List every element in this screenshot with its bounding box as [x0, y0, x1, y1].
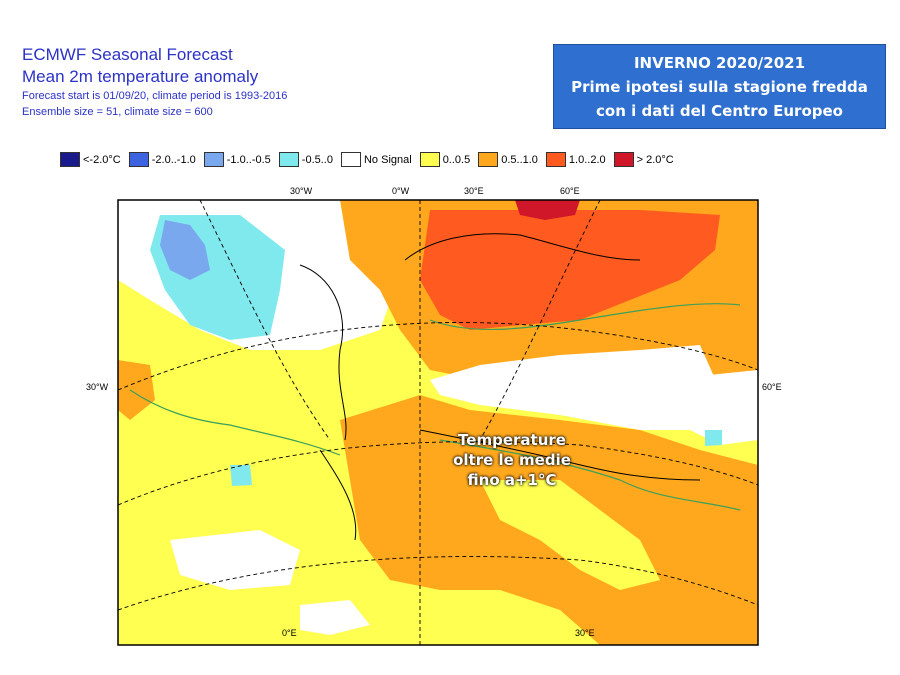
contour-line-north [429, 303, 741, 331]
legend: <-2.0°C -2.0..-1.0 -1.0..-0.5 -0.5..0 No… [60, 152, 682, 167]
legend-item-no-signal: No Signal [340, 152, 412, 167]
map-frame [117, 199, 759, 646]
coastline-west-europe [299, 264, 347, 441]
lon-label-right: 60°E [762, 382, 782, 392]
legend-item-0-05: 0..0.5 [419, 152, 470, 167]
legend-swatch [278, 152, 299, 167]
lon-label-top-left: 30°W [290, 186, 313, 196]
chart-header: ECMWF Seasonal Forecast Mean 2m temperat… [22, 44, 287, 120]
lon-label-top-mid-right: 30°E [464, 186, 484, 196]
grid-meridian-30w [199, 200, 331, 441]
no-signal-southwest-region [170, 530, 300, 590]
meta-line-1: Forecast start is 01/09/20, climate peri… [22, 90, 288, 102]
banner-box: INVERNO 2020/2021 Prime ipotesi sulla st… [553, 44, 886, 129]
coastline-scandinavia [404, 233, 641, 261]
cyan-spot-east-region [705, 430, 722, 446]
yellow-middle-east-region [480, 480, 660, 590]
legend-swatch [128, 152, 149, 167]
legend-item-05-1: 0.5..1.0 [478, 152, 538, 167]
meta-line-2: Ensemble size = 51, climate size = 600 [22, 106, 213, 118]
orange-west-region [118, 360, 155, 420]
legend-swatch [613, 152, 634, 167]
legend-item-minus1-minus05: -1.0..-0.5 [203, 152, 271, 167]
contour-line-west [129, 389, 341, 456]
legend-item-lt-minus2: <-2.0°C [60, 152, 121, 167]
lon-label-bottom-right: 30°E [575, 628, 595, 638]
no-signal-caspian-region [660, 370, 758, 445]
legend-swatch [203, 152, 224, 167]
legend-swatch [60, 152, 80, 167]
legend-swatch [478, 152, 499, 167]
anomaly-fills [118, 200, 758, 645]
cyan-spot-region [230, 465, 252, 486]
lon-label-left: 30°W [86, 382, 109, 392]
no-signal-south-region [300, 600, 370, 635]
anomaly-map [117, 199, 759, 646]
map-annotation: Temperature oltre le medie fino a+1°C [453, 431, 571, 489]
banner-line-2: Prime ipotesi sulla stagione fredda [571, 78, 868, 96]
lon-label-top-right: 60°E [560, 186, 580, 196]
banner-line-1: INVERNO 2020/2021 [633, 54, 806, 72]
legend-item-minus2-minus1: -2.0..-1.0 [128, 152, 196, 167]
legend-item-minus05-0: -0.5..0 [278, 152, 333, 167]
no-signal-east-region [430, 345, 720, 430]
legend-swatch [419, 152, 440, 167]
title-line-2: Mean 2m temperature anomaly [22, 67, 259, 86]
grid-parallel-north [118, 322, 758, 391]
lon-label-bottom-left: 0°E [282, 628, 297, 638]
grid-parallel-south [118, 556, 758, 611]
coastline-iberia [319, 449, 357, 541]
title-line-1: ECMWF Seasonal Forecast [22, 45, 233, 64]
contour-line-south [439, 439, 741, 511]
legend-item-1-2: 1.0..2.0 [545, 152, 606, 167]
grid-parallel-mid [118, 441, 758, 506]
lon-label-top-mid-left: 0°W [392, 186, 410, 196]
legend-swatch [545, 152, 566, 167]
legend-swatch [340, 152, 361, 167]
light-blue-region [160, 220, 210, 280]
banner-line-3: con i dati del Centro Europeo [596, 102, 843, 120]
red-scandinavia-region [420, 210, 720, 330]
legend-item-gt-2: > 2.0°C [613, 152, 674, 167]
dark-red-region [515, 200, 580, 220]
coastline-mediterranean [419, 429, 701, 481]
